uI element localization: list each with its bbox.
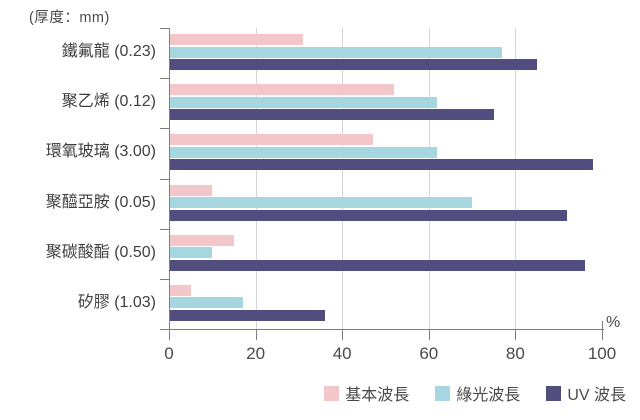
legend-label-2: UV 波長	[567, 387, 626, 404]
legend-swatch-icon	[546, 385, 562, 401]
x-axis-tick-80	[515, 329, 517, 340]
x-axis-tick-0	[169, 329, 170, 340]
category-label-4: 聚碳酸酯 (0.50)	[45, 243, 156, 261]
x-axis-tick-label-0: 0	[164, 344, 174, 363]
bar-series0-cat5	[170, 284, 191, 296]
bar-series0-cat0	[170, 34, 304, 45]
gridline-40	[342, 28, 344, 329]
x-axis-tick-label-20: 20	[246, 344, 266, 363]
x-axis-tick-label-80: 80	[505, 344, 525, 363]
bar-series1-cat4	[170, 247, 213, 259]
legend-swatch-icon	[435, 385, 451, 401]
category-label-1: 聚乙烯 (0.12)	[61, 93, 156, 111]
legend-label-0: 基本波長	[345, 387, 410, 404]
legend-label-1: 綠光波長	[456, 387, 521, 404]
bar-series2-cat3	[170, 209, 568, 221]
y-axis-tick-0	[160, 28, 169, 29]
percent-unit-label: %	[606, 314, 621, 331]
bar-series0-cat4	[170, 234, 234, 246]
bar-series1-cat2	[170, 146, 438, 158]
x-axis-endcap	[602, 321, 603, 329]
x-axis-tick-label-100: 100	[587, 344, 617, 363]
category-label-5: 矽膠 (1.03)	[77, 293, 156, 311]
bar-series0-cat2	[170, 134, 373, 146]
y-axis-tick-4	[160, 228, 169, 230]
legend: 基本波長 綠光波長 UV 波長	[324, 381, 626, 405]
y-axis-tick-2	[160, 128, 169, 130]
x-axis-tick-label-60: 60	[419, 344, 439, 363]
y-axis-tick-3	[160, 178, 169, 180]
category-label-3: 聚醯亞胺 (0.05)	[45, 193, 156, 211]
bar-series1-cat0	[170, 46, 503, 58]
x-axis-tick-label-40: 40	[332, 344, 352, 363]
legend-item-1: 綠光波長	[435, 381, 520, 405]
x-axis-tick-20	[255, 329, 257, 340]
x-axis-tick-100	[602, 329, 603, 340]
thickness-note-label: (厚度：mm)	[29, 10, 110, 26]
bar-series2-cat0	[170, 59, 538, 70]
gridline-20	[255, 28, 257, 329]
legend-item-0: 基本波長	[324, 381, 409, 405]
legend-swatch-icon	[324, 385, 340, 401]
y-axis-line	[169, 28, 170, 329]
x-axis-tick-40	[342, 329, 344, 340]
bar-series0-cat3	[170, 184, 213, 196]
bar-series0-cat1	[170, 84, 395, 96]
bar-series1-cat5	[170, 297, 243, 309]
bar-series1-cat3	[170, 197, 473, 208]
bar-series1-cat1	[170, 96, 438, 108]
bar-series2-cat5	[170, 309, 325, 321]
y-axis-tick-5	[160, 278, 169, 280]
gridline-80	[515, 28, 517, 329]
category-label-0: 鐵氟龍 (0.23)	[61, 43, 156, 61]
category-label-2: 環氧玻璃 (3.00)	[45, 143, 156, 161]
bar-series2-cat4	[170, 259, 585, 271]
gridline-60	[428, 28, 430, 329]
legend-item-2: UV 波長	[546, 381, 626, 405]
x-axis-tick-60	[428, 329, 430, 340]
x-axis-line	[160, 329, 604, 330]
bar-series2-cat1	[170, 109, 494, 121]
y-axis-tick-1	[160, 78, 169, 80]
bar-series2-cat2	[170, 159, 594, 171]
